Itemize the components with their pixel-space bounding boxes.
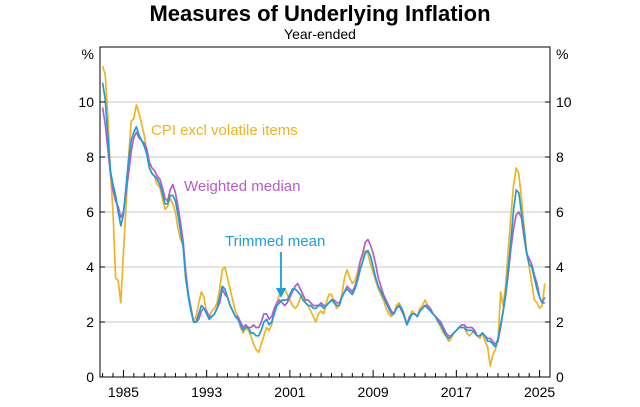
y-left-tick-label: 4 — [86, 259, 94, 275]
chart-subtitle: Year-ended — [284, 26, 356, 42]
y-right-tick-label: 8 — [556, 149, 564, 165]
label-cpi-excl-volatile: CPI excl volatile items — [151, 122, 298, 139]
y-left-tick-label: 0 — [86, 369, 94, 385]
y-left-tick-label: 8 — [86, 149, 94, 165]
y-left-tick-label: 10 — [78, 94, 94, 110]
y-axis-left-unit: % — [82, 46, 94, 62]
y-right-tick-label: 2 — [556, 314, 564, 330]
series-line-weighted-median — [101, 107, 546, 345]
y-axis-left-ticks: 0 2 4 6 8 10 — [78, 94, 105, 385]
x-axis-ticks: 1985 1993 2001 2009 2017 2025 — [102, 370, 555, 400]
series-lines — [101, 65, 546, 367]
x-tick-label: 2025 — [524, 384, 555, 400]
y-left-tick-label: 6 — [86, 204, 94, 220]
label-weighted-median: Weighted median — [184, 178, 300, 195]
y-axis-right-ticks: 0 2 4 6 8 10 — [545, 94, 572, 385]
y-left-tick-label: 2 — [86, 314, 94, 330]
y-right-tick-label: 0 — [556, 369, 564, 385]
y-axis-right-unit: % — [556, 46, 568, 62]
y-right-tick-label: 6 — [556, 204, 564, 220]
y-right-tick-label: 4 — [556, 259, 564, 275]
chart-title: Measures of Underlying Inflation — [149, 1, 490, 26]
series-line-trimmed-mean — [101, 82, 545, 348]
x-tick-label: 2001 — [274, 384, 305, 400]
x-tick-label: 2009 — [358, 384, 389, 400]
y-right-tick-label: 10 — [556, 94, 572, 110]
x-tick-label: 1985 — [108, 384, 139, 400]
x-tick-label: 2017 — [441, 384, 472, 400]
trimmed-mean-arrow — [276, 252, 286, 298]
series-line-cpi-excl-volatile-items — [101, 65, 546, 367]
label-trimmed-mean: Trimmed mean — [225, 233, 325, 250]
x-tick-label: 1993 — [191, 384, 222, 400]
